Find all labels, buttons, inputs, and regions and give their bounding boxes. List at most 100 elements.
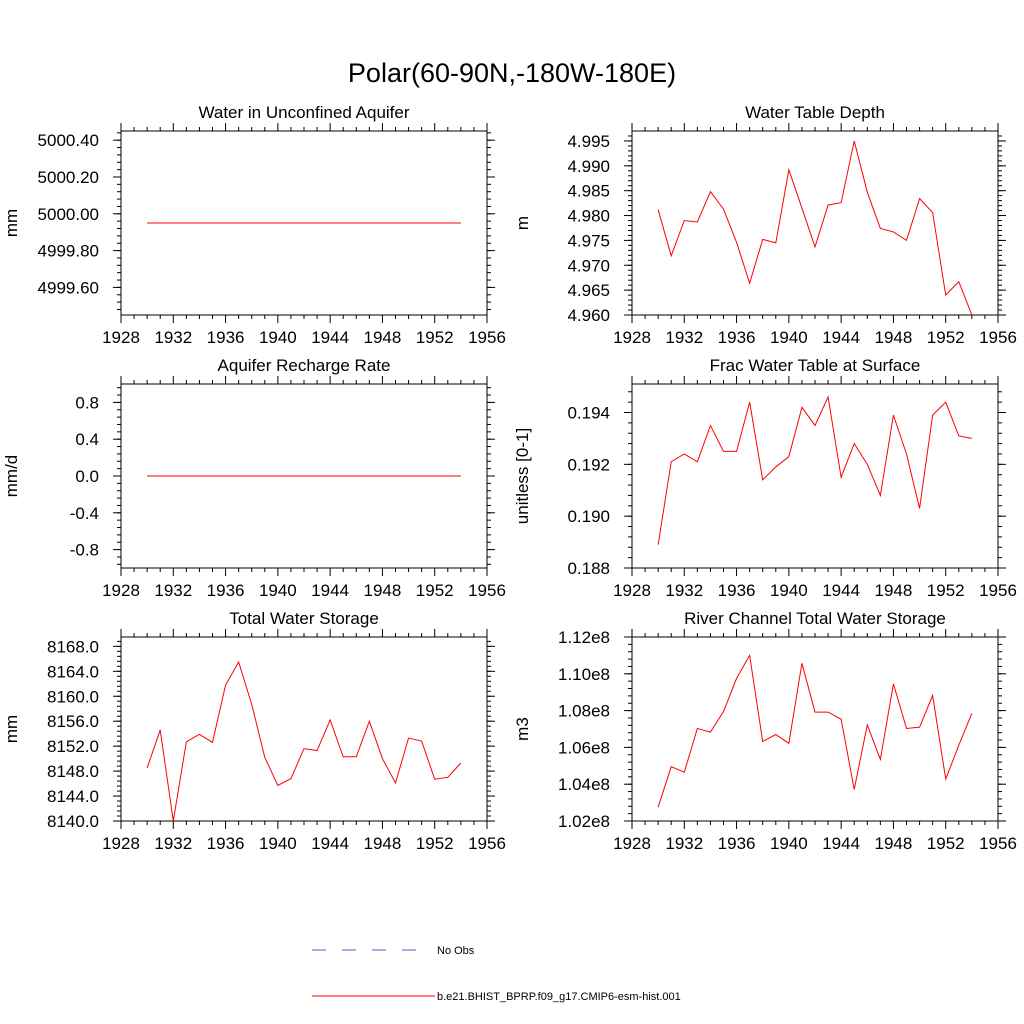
legend-label-no-obs: No Obs xyxy=(437,945,475,957)
x-tick-label: 1940 xyxy=(259,834,297,853)
panel-title: Water Table Depth xyxy=(745,103,885,122)
series-line xyxy=(657,395,972,545)
y-axis-label: mm/d xyxy=(2,455,21,498)
x-tick-label: 1956 xyxy=(468,581,506,600)
x-tick-label: 1940 xyxy=(259,581,297,600)
plot-frame xyxy=(631,636,999,822)
x-tick-label: 1936 xyxy=(718,834,756,853)
x-tick-label: 1948 xyxy=(364,328,402,347)
x-tick-label: 1952 xyxy=(416,581,454,600)
x-tick-label: 1928 xyxy=(102,834,140,853)
y-tick-label: 4.980 xyxy=(567,207,610,226)
y-tick-label: 0.188 xyxy=(567,559,610,578)
y-tick-label: 4.995 xyxy=(567,132,610,151)
y-tick-label: 4.965 xyxy=(567,281,610,300)
plot-frame xyxy=(631,383,999,569)
x-tick-label: 1944 xyxy=(822,834,860,853)
panel-title: Frac Water Table at Surface xyxy=(710,356,921,375)
plot-frame xyxy=(631,130,999,316)
x-tick-label: 1956 xyxy=(468,834,506,853)
x-tick-label: 1956 xyxy=(979,834,1017,853)
x-tick-label: 1928 xyxy=(613,328,651,347)
chart-panel-3: Aquifer Recharge Rate 1928 1932 1936 1940 194… xyxy=(2,356,506,600)
y-axis-label: m xyxy=(513,216,532,230)
chart-panel-2: Water Table Depth 1928 1932 1936 1940 1944 194… xyxy=(513,103,1017,347)
series-line xyxy=(146,660,462,822)
y-axis-label: unitless [0-1] xyxy=(513,428,532,524)
x-tick-label: 1944 xyxy=(311,834,349,853)
x-tick-label: 1948 xyxy=(875,328,913,347)
x-tick-label: 1952 xyxy=(927,328,965,347)
y-tick-label: 4.975 xyxy=(567,231,610,250)
x-tick-label: 1952 xyxy=(927,581,965,600)
y-tick-label: 4.960 xyxy=(567,306,610,325)
y-tick-label: 5000.00 xyxy=(38,205,99,224)
x-tick-label: 1948 xyxy=(875,834,913,853)
panel-title: River Channel Total Water Storage xyxy=(684,609,946,628)
y-tick-label: 1.10e8 xyxy=(558,665,610,684)
x-tick-label: 1936 xyxy=(718,581,756,600)
series-line xyxy=(657,653,973,808)
y-tick-label: 8160.0 xyxy=(47,687,99,706)
legend-label-model: b.e21.BHIST_BPRP.f09_g17.CMIP6-esm-hist.… xyxy=(437,991,681,1003)
x-tick-label: 1932 xyxy=(665,581,703,600)
x-tick-label: 1952 xyxy=(927,834,965,853)
chart-panels: Water in Unconfined Aquifer 1928 1932 1936 1… xyxy=(2,103,1017,853)
y-tick-label: 1.08e8 xyxy=(558,702,610,721)
y-tick-label: 8152.0 xyxy=(47,737,99,756)
x-tick-label: 1956 xyxy=(979,581,1017,600)
y-axis-label: mm xyxy=(2,209,21,237)
y-tick-label: 0.194 xyxy=(567,404,610,423)
chart-panel-1: Water in Unconfined Aquifer 1928 1932 1936 1… xyxy=(2,103,506,347)
x-tick-label: 1940 xyxy=(259,328,297,347)
panel-title: Total Water Storage xyxy=(229,609,379,628)
y-tick-label: 5000.20 xyxy=(38,168,99,187)
x-tick-label: 1948 xyxy=(364,581,402,600)
y-tick-label: 1.02e8 xyxy=(558,812,610,831)
figure-title: Polar(60-90N,-180W-180E) xyxy=(348,58,676,88)
x-tick-label: 1948 xyxy=(364,834,402,853)
x-tick-label: 1932 xyxy=(665,328,703,347)
x-tick-label: 1928 xyxy=(102,328,140,347)
legend: No Obs b.e21.BHIST_BPRP.f09_g17.CMIP6-es… xyxy=(312,945,681,1003)
y-axis-label: m3 xyxy=(513,717,532,741)
x-tick-label: 1936 xyxy=(207,328,245,347)
y-tick-label: 1.12e8 xyxy=(558,628,610,647)
y-tick-label: 0.0 xyxy=(75,467,99,486)
x-tick-label: 1948 xyxy=(875,581,913,600)
x-tick-label: 1928 xyxy=(613,834,651,853)
y-tick-label: -0.4 xyxy=(70,504,99,523)
chart-panel-5: Total Water Storage 1928 1932 1936 1940 1944 1… xyxy=(2,609,506,853)
x-tick-label: 1928 xyxy=(102,581,140,600)
x-tick-label: 1956 xyxy=(468,328,506,347)
y-tick-label: 4.985 xyxy=(567,182,610,201)
series-line xyxy=(657,140,973,316)
x-tick-label: 1936 xyxy=(718,328,756,347)
x-tick-label: 1932 xyxy=(154,328,192,347)
panel-title: Aquifer Recharge Rate xyxy=(218,356,391,375)
y-axis-label: mm xyxy=(2,715,21,743)
panel-title: Water in Unconfined Aquifer xyxy=(198,103,409,122)
y-tick-label: 1.06e8 xyxy=(558,738,610,757)
x-tick-label: 1944 xyxy=(311,328,349,347)
y-tick-label: 8164.0 xyxy=(47,662,99,681)
y-tick-label: 8148.0 xyxy=(47,762,99,781)
y-tick-label: 8168.0 xyxy=(47,637,99,656)
y-tick-label: 0.4 xyxy=(75,430,99,449)
x-tick-label: 1940 xyxy=(770,834,808,853)
y-tick-label: 0.192 xyxy=(567,455,610,474)
x-tick-label: 1944 xyxy=(822,581,860,600)
y-tick-label: 4999.60 xyxy=(38,278,99,297)
x-tick-label: 1936 xyxy=(207,581,245,600)
x-tick-label: 1932 xyxy=(154,834,192,853)
y-tick-label: 0.8 xyxy=(75,393,99,412)
x-tick-label: 1956 xyxy=(979,328,1017,347)
plot-frame xyxy=(120,636,488,822)
chart-panel-4: Frac Water Table at Surface 1928 1932 1936 1… xyxy=(513,356,1017,600)
x-tick-label: 1936 xyxy=(207,834,245,853)
x-tick-label: 1932 xyxy=(154,581,192,600)
y-tick-label: 8144.0 xyxy=(47,787,99,806)
x-tick-label: 1944 xyxy=(822,328,860,347)
x-tick-label: 1940 xyxy=(770,328,808,347)
